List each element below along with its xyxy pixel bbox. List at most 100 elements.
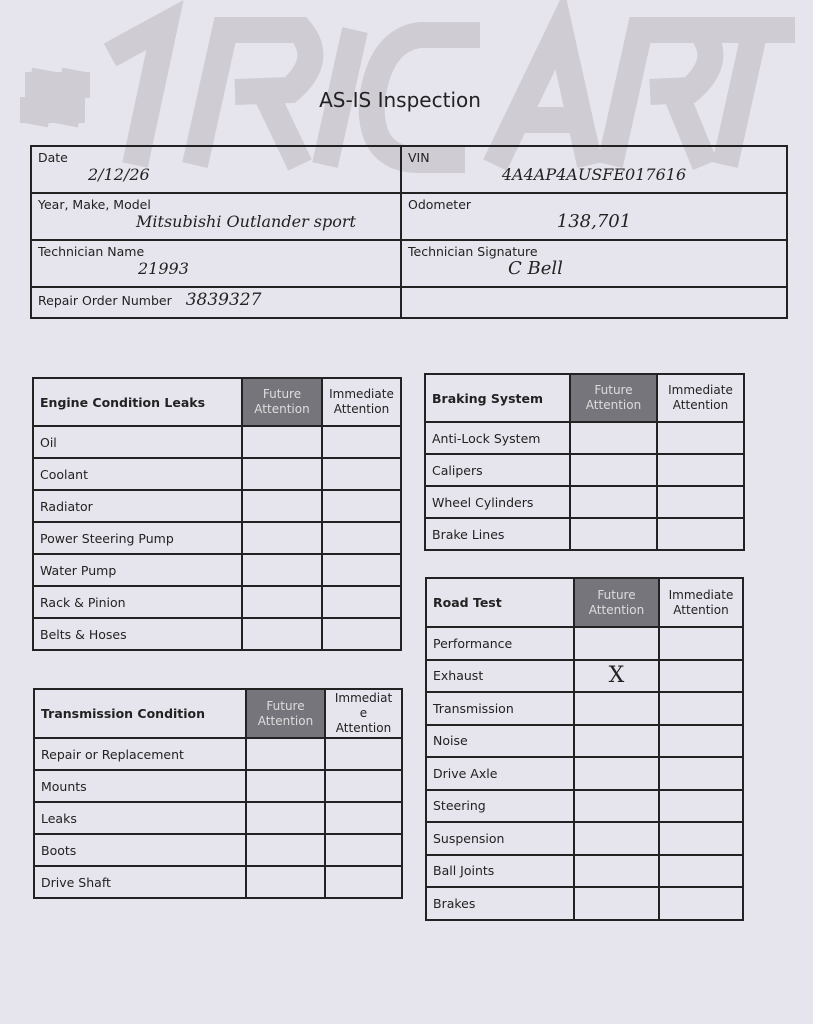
item-label: Belts & Hoses [32, 617, 243, 651]
item-label: Steering [425, 788, 575, 823]
item-label: Suspension [425, 821, 575, 856]
table-row: Brakes [425, 886, 744, 921]
signature: C Bell [508, 258, 563, 279]
future-attention-checkbox[interactable] [241, 425, 323, 459]
table-row: Mounts [33, 769, 403, 803]
braking-section-table: Braking System Future Attention Immediate … [424, 373, 745, 551]
future-attention-checkbox[interactable] [573, 886, 660, 921]
future-attention-checkbox[interactable] [573, 723, 660, 758]
immediate-attention-checkbox[interactable] [658, 886, 744, 921]
item-label: Brakes [425, 886, 575, 921]
item-label: Ball Joints [425, 853, 575, 888]
immediate-attention-header: Immediate Attention [656, 373, 745, 423]
table-row: Exhaust X [425, 658, 744, 693]
vin-field: VIN 4A4AP4AUSFE017616 [400, 145, 788, 194]
odometer-field: Odometer 138,701 [400, 192, 788, 241]
repair-order-field: Repair Order Number 3839327 [30, 286, 402, 319]
table-row: Drive Axle [425, 756, 744, 791]
item-label: Power Steering Pump [32, 521, 243, 555]
table-row: Repair or Replacement [33, 737, 403, 771]
item-label: Rack & Pinion [32, 585, 243, 619]
immediate-attention-checkbox[interactable] [321, 489, 402, 523]
immediate-attention-checkbox[interactable] [656, 453, 745, 487]
immediate-attention-checkbox[interactable] [321, 617, 402, 651]
future-attention-checkbox[interactable] [241, 457, 323, 491]
date-field: Date 2/12/26 [30, 145, 402, 194]
immediate-attention-checkbox[interactable] [321, 585, 402, 619]
table-row: Suspension [425, 821, 744, 856]
item-label: Anti-Lock System [424, 421, 571, 455]
item-label: Mounts [33, 769, 247, 803]
immediate-attention-checkbox[interactable] [658, 626, 744, 661]
item-label: Coolant [32, 457, 243, 491]
future-attention-checkbox[interactable] [573, 756, 660, 791]
future-attention-checkbox[interactable] [245, 833, 326, 867]
future-attention-checkbox[interactable] [241, 521, 323, 555]
future-attention-checkbox[interactable] [573, 821, 660, 856]
table-row: Steering [425, 788, 744, 823]
immediate-attention-checkbox[interactable] [321, 553, 402, 587]
technician-name-field: Technician Name 21993 [30, 239, 402, 288]
transmission-section-table: Transmission Condition Future Attention Im… [33, 688, 403, 899]
table-row: Anti-Lock System [424, 421, 745, 455]
immediate-attention-checkbox[interactable] [658, 723, 744, 758]
future-attention-checkbox[interactable]: X [573, 658, 660, 693]
table-row: Power Steering Pump [32, 521, 402, 555]
future-attention-header: Future Attention [573, 577, 660, 628]
table-row: Transmission [425, 691, 744, 726]
item-label: Drive Axle [425, 756, 575, 791]
item-label: Transmission [425, 691, 575, 726]
future-attention-checkbox[interactable] [241, 617, 323, 651]
immediate-attention-checkbox[interactable] [658, 691, 744, 726]
table-row: Ball Joints [425, 853, 744, 888]
item-label: Performance [425, 626, 575, 661]
table-row: Leaks [33, 801, 403, 835]
section-title: Braking System [424, 373, 571, 423]
immediate-attention-checkbox[interactable] [324, 737, 403, 771]
section-title: Road Test [425, 577, 575, 628]
table-row: Boots [33, 833, 403, 867]
immediate-attention-header: Immediate Attention [321, 377, 402, 427]
future-attention-checkbox[interactable] [573, 853, 660, 888]
immediate-attention-checkbox[interactable] [658, 658, 744, 693]
future-attention-checkbox[interactable] [569, 517, 658, 551]
road-section-table: Road Test Future Attention Immediate Atten… [425, 577, 744, 921]
immediate-attention-header: Immediate Attention [324, 688, 403, 739]
item-label: Exhaust [425, 658, 575, 693]
future-attention-checkbox[interactable] [245, 769, 326, 803]
future-attention-checkbox[interactable] [573, 691, 660, 726]
future-attention-checkbox[interactable] [569, 485, 658, 519]
table-row: Drive Shaft [33, 865, 403, 899]
immediate-attention-checkbox[interactable] [656, 485, 745, 519]
immediate-attention-checkbox[interactable] [658, 788, 744, 823]
item-label: Leaks [33, 801, 247, 835]
immediate-attention-checkbox[interactable] [658, 821, 744, 856]
engine-section-table: Engine Condition Leaks Future Attention Im… [32, 377, 402, 651]
immediate-attention-checkbox[interactable] [324, 865, 403, 899]
future-attention-checkbox[interactable] [569, 421, 658, 455]
immediate-attention-checkbox[interactable] [656, 517, 745, 551]
immediate-attention-checkbox[interactable] [656, 421, 745, 455]
immediate-attention-checkbox[interactable] [321, 425, 402, 459]
future-attention-checkbox[interactable] [573, 788, 660, 823]
immediate-attention-checkbox[interactable] [324, 769, 403, 803]
immediate-attention-checkbox[interactable] [324, 833, 403, 867]
table-row: Brake Lines [424, 517, 745, 551]
future-attention-checkbox[interactable] [241, 553, 323, 587]
item-label: Drive Shaft [33, 865, 247, 899]
immediate-attention-checkbox[interactable] [321, 521, 402, 555]
table-row: Calipers [424, 453, 745, 487]
immediate-attention-checkbox[interactable] [658, 756, 744, 791]
future-attention-checkbox[interactable] [245, 865, 326, 899]
future-attention-checkbox[interactable] [241, 489, 323, 523]
future-attention-checkbox[interactable] [569, 453, 658, 487]
immediate-attention-checkbox[interactable] [658, 853, 744, 888]
future-attention-checkbox[interactable] [245, 801, 326, 835]
future-attention-header: Future Attention [569, 373, 658, 423]
future-attention-checkbox[interactable] [245, 737, 326, 771]
table-row: Oil [32, 425, 402, 459]
immediate-attention-checkbox[interactable] [324, 801, 403, 835]
future-attention-checkbox[interactable] [573, 626, 660, 661]
immediate-attention-checkbox[interactable] [321, 457, 402, 491]
future-attention-checkbox[interactable] [241, 585, 323, 619]
